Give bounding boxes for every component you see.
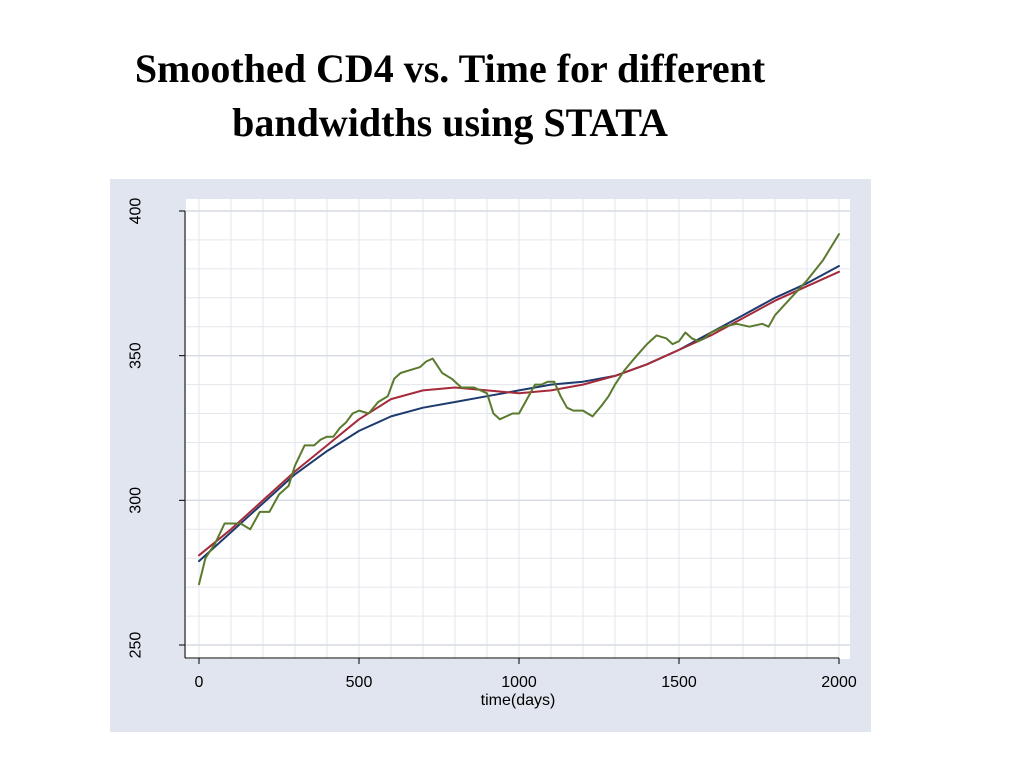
y-tick-label: 350 <box>128 342 145 369</box>
plot-area <box>186 199 850 659</box>
y-tick-label: 300 <box>128 487 145 514</box>
slide-title-line2: bandwidths using STATA <box>232 100 668 145</box>
slide-title: Smoothed CD4 vs. Time for different band… <box>0 42 900 150</box>
grid-lines <box>186 199 850 659</box>
x-tick-label: 500 <box>346 674 373 691</box>
y-tick-label: 250 <box>128 632 145 659</box>
chart-panel: 0 500 1000 1500 2000 250 300 350 400 time(days) <box>110 179 871 732</box>
slide-title-line1: Smoothed CD4 vs. Time for different <box>134 46 766 91</box>
x-tick-label: 1500 <box>661 674 697 691</box>
line-chart: 0 500 1000 1500 2000 250 300 350 400 time(days) <box>110 179 871 732</box>
y-tick-label: 400 <box>128 198 145 225</box>
series-layer <box>198 233 840 586</box>
x-tick-label: 0 <box>195 674 204 691</box>
x-tick-label: 2000 <box>821 674 857 691</box>
series-line-blue <box>198 265 840 563</box>
series-line-green <box>198 233 840 586</box>
axes: 0 500 1000 1500 2000 250 300 350 400 <box>128 198 857 691</box>
x-axis-label: time(days) <box>481 692 556 709</box>
x-tick-label: 1000 <box>501 674 537 691</box>
